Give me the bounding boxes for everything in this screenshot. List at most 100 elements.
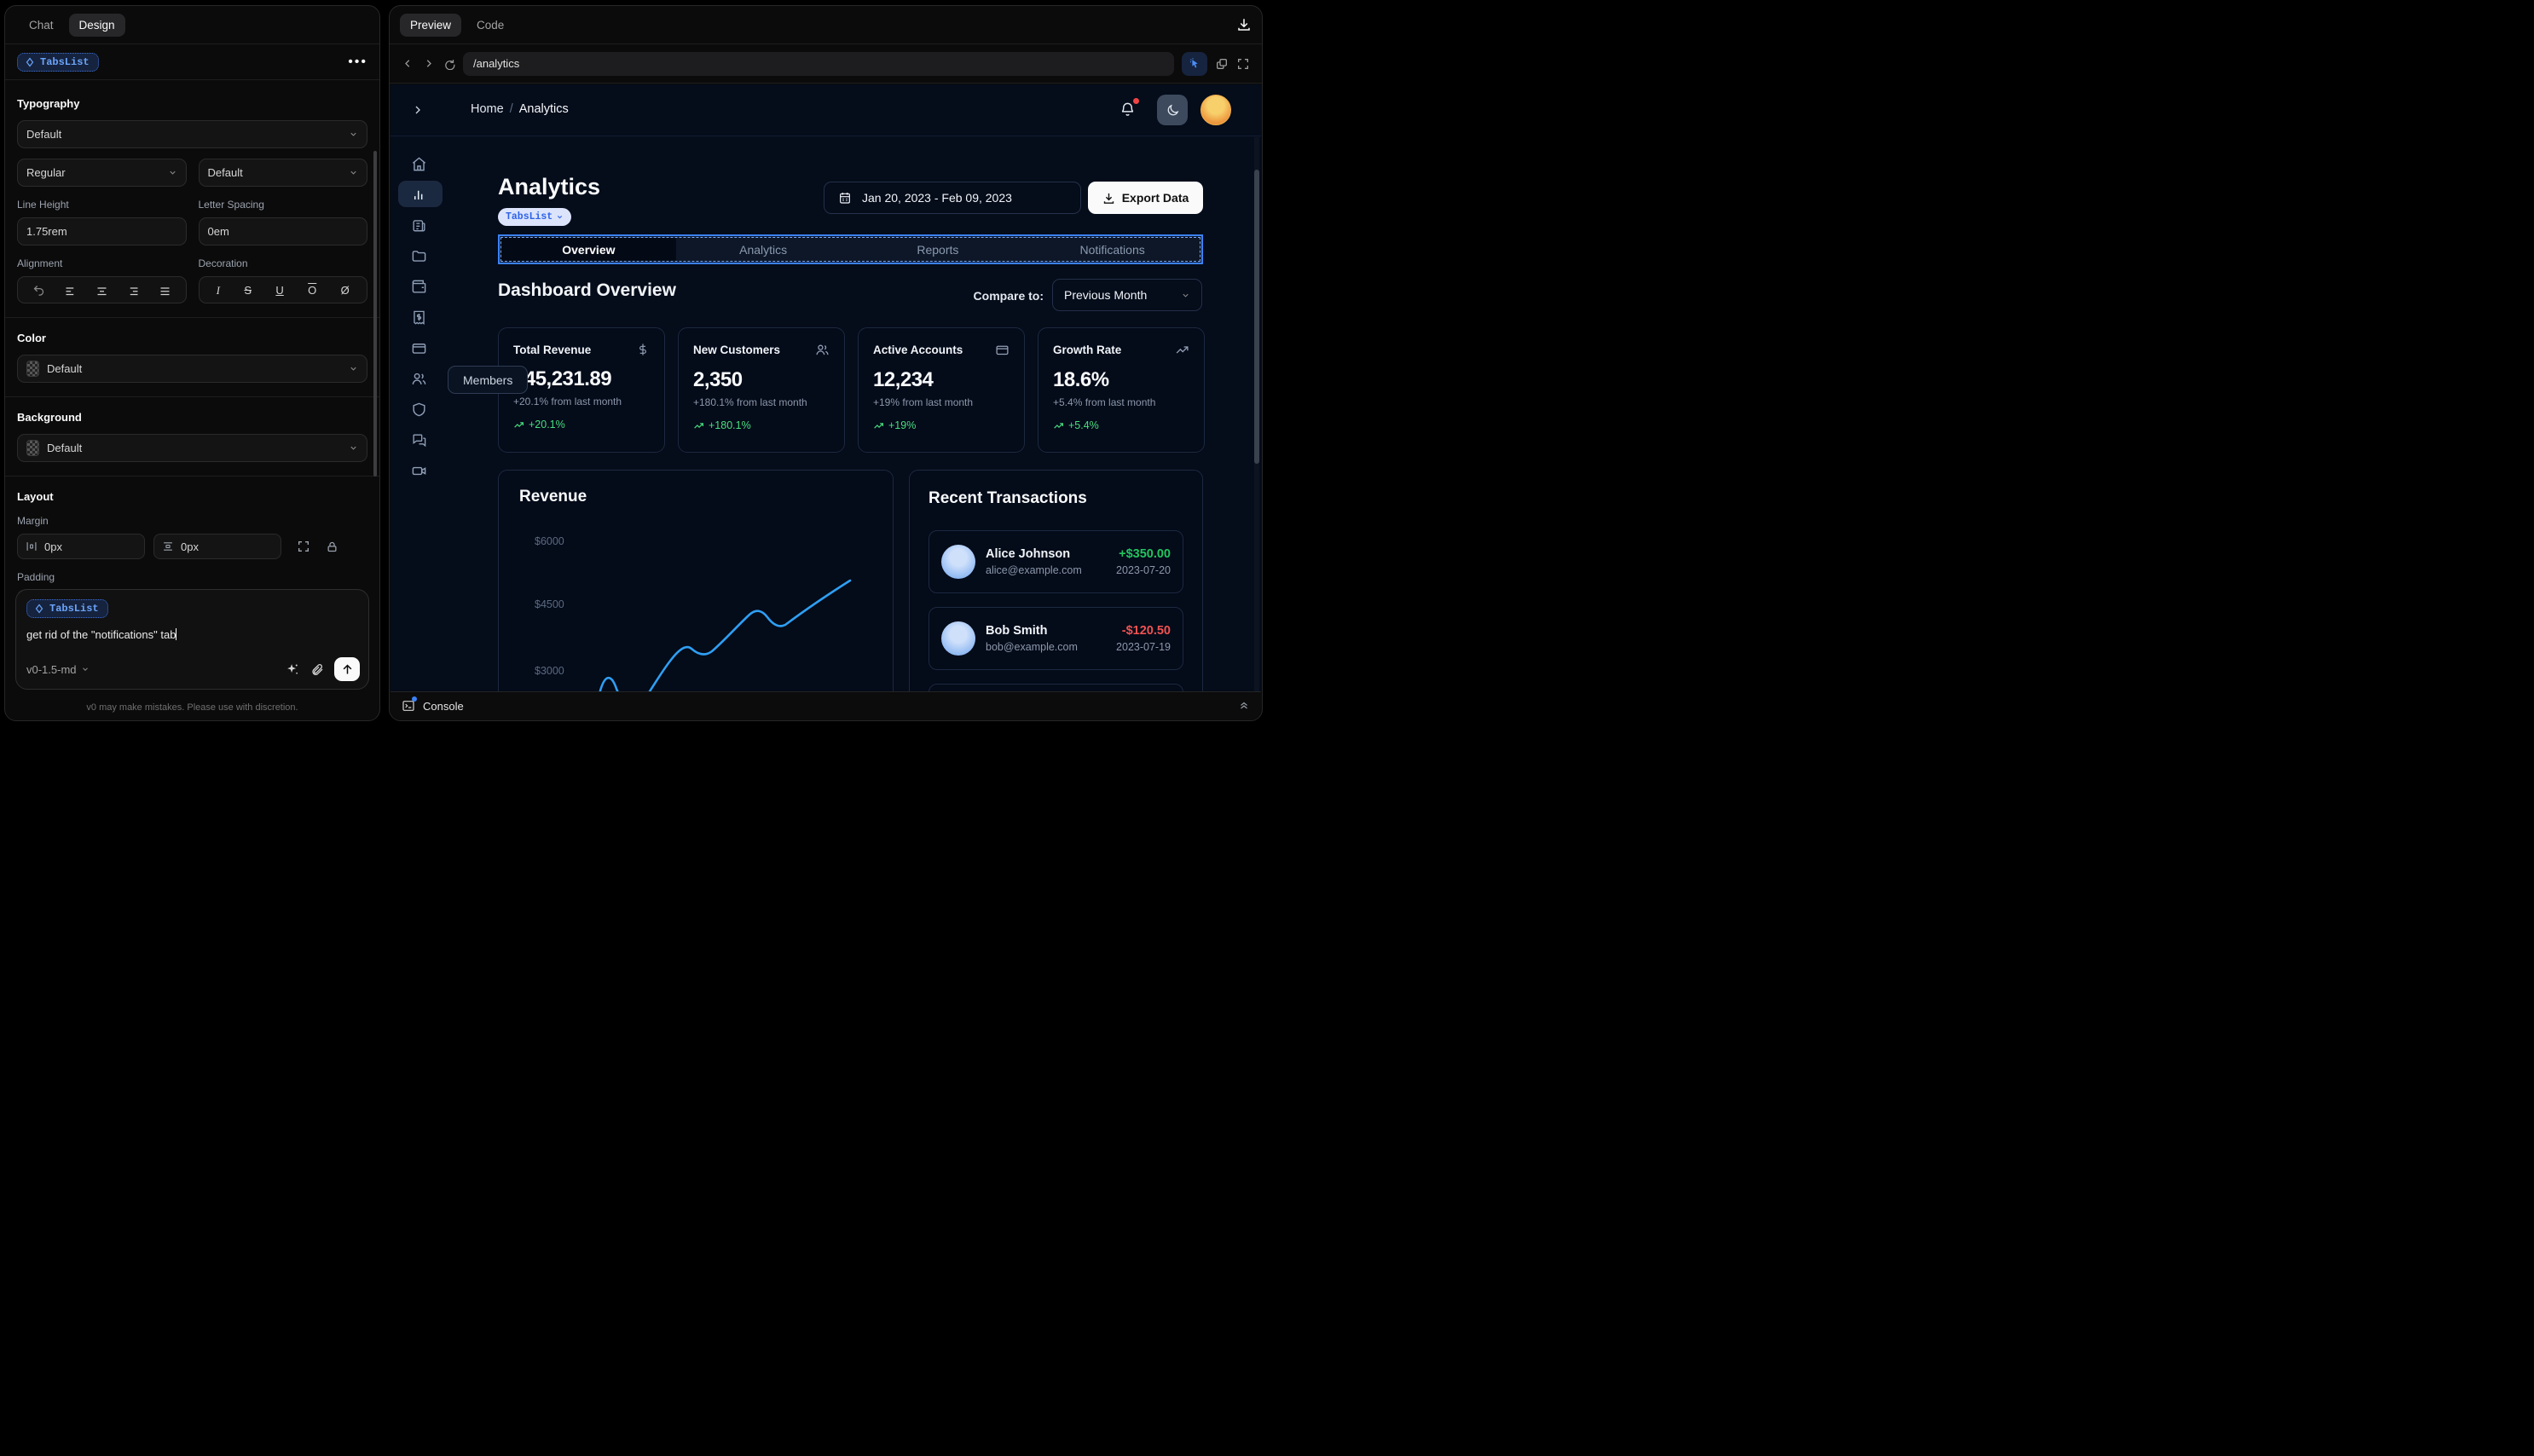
component-badge[interactable]: TabsList	[26, 599, 108, 618]
download-icon	[1103, 193, 1114, 204]
margin-y-input[interactable]: 0px	[153, 534, 281, 559]
copy-icon[interactable]	[1215, 57, 1229, 71]
messages-icon[interactable]	[411, 432, 427, 448]
prompt-input[interactable]: get rid of the "notifications" tab	[26, 628, 177, 641]
pointer-icon	[1189, 58, 1198, 68]
letter-spacing-input[interactable]: 0em	[198, 217, 367, 246]
shield-icon[interactable]	[411, 402, 427, 418]
sidebar-toggle-icon[interactable]	[411, 103, 425, 117]
breadcrumb-current: Analytics	[518, 102, 569, 116]
font-family-select[interactable]: Default	[17, 120, 367, 148]
export-data-button[interactable]: Export Data	[1088, 182, 1203, 214]
tab-code[interactable]: Code	[477, 18, 505, 32]
url-input[interactable]: /analytics	[463, 51, 1174, 76]
italic-icon[interactable]: I	[216, 283, 221, 297]
paperclip-icon[interactable]	[310, 662, 324, 676]
wallet-icon[interactable]	[411, 279, 427, 295]
y-axis-label: $4500	[535, 598, 564, 610]
console-bar[interactable]: Console	[391, 691, 1261, 719]
align-center-icon[interactable]	[95, 284, 108, 297]
folder-icon[interactable]	[411, 248, 427, 264]
calendar-icon	[840, 193, 850, 204]
forward-icon[interactable]	[422, 57, 435, 70]
compare-label: Compare to:	[973, 289, 1044, 303]
notifications-bell-button[interactable]	[1119, 98, 1139, 118]
credit-card-icon[interactable]	[411, 340, 427, 356]
expand-icon[interactable]	[297, 540, 310, 553]
terminal-icon	[402, 696, 417, 713]
avatar	[941, 621, 975, 656]
align-left-icon[interactable]	[64, 284, 77, 297]
fullscreen-icon[interactable]	[1236, 57, 1250, 71]
decoration-toolbar: I S U O Ø	[198, 276, 367, 303]
tab-chat[interactable]: Chat	[29, 18, 54, 32]
font-weight-select[interactable]: Regular	[17, 159, 187, 187]
letter-spacing-label: Letter Spacing	[198, 199, 264, 211]
prompt-composer[interactable]: TabsList get rid of the "notifications" …	[15, 589, 369, 690]
tab-notifications[interactable]: Notifications	[1079, 242, 1145, 257]
chevrons-up-icon[interactable]	[1238, 700, 1250, 712]
browser-toolbar: /analytics	[390, 44, 1262, 84]
revenue-chart-title: Revenue	[519, 488, 587, 506]
breadcrumb: Home / Analytics	[471, 102, 569, 116]
color-select[interactable]: Default	[17, 355, 367, 383]
panel-scrollbar[interactable]	[373, 151, 377, 477]
date-range-button[interactable]: Jan 20, 2023 - Feb 09, 2023	[824, 182, 1081, 214]
alignment-label: Alignment	[17, 257, 63, 269]
undo-icon[interactable]	[32, 284, 45, 297]
chevron-down-icon	[558, 215, 563, 219]
tab-overview[interactable]: Overview	[501, 238, 676, 261]
users-icon[interactable]	[411, 371, 427, 387]
underline-icon[interactable]: U	[275, 283, 284, 297]
chevron-down-icon	[1183, 293, 1189, 298]
preview-scrollbar-thumb[interactable]	[1254, 170, 1259, 464]
stat-card-active-accounts: Active Accounts 12,234 +19% from last mo…	[858, 327, 1025, 453]
video-icon[interactable]	[411, 463, 427, 479]
more-icon[interactable]: •••	[348, 54, 367, 69]
margin-vertical-icon	[164, 542, 172, 551]
user-avatar[interactable]	[1200, 95, 1231, 125]
model-select[interactable]: v0-1.5-md	[26, 663, 90, 676]
background-select[interactable]: Default	[17, 434, 367, 462]
color-section-label: Color	[17, 332, 46, 344]
tab-analytics[interactable]: Analytics	[739, 242, 788, 257]
receipt-icon[interactable]	[411, 309, 427, 326]
transparent-swatch-icon	[26, 440, 39, 456]
tab-design[interactable]: Design	[68, 13, 125, 37]
tab-preview[interactable]: Preview	[400, 13, 462, 37]
component-badge[interactable]: TabsList	[17, 52, 99, 72]
back-icon[interactable]	[402, 57, 414, 70]
theme-toggle-button[interactable]	[1157, 95, 1188, 125]
margin-x-input[interactable]: 0px	[17, 534, 145, 559]
design-panel: Chat Design TabsList ••• Typography Defa…	[4, 5, 380, 721]
align-right-icon[interactable]	[127, 284, 140, 297]
disclaimer-text: v0 may make mistakes. Please use with di…	[86, 702, 298, 713]
font-size-select[interactable]: Default	[198, 159, 367, 187]
arrow-up-icon	[343, 663, 351, 673]
alignment-toolbar	[17, 276, 187, 303]
chevron-down-icon	[350, 367, 356, 371]
typography-section-label: Typography	[17, 97, 80, 110]
newspaper-icon[interactable]	[411, 217, 427, 234]
tab-reports[interactable]: Reports	[917, 242, 959, 257]
line-height-input[interactable]: 1.75rem	[17, 217, 187, 246]
refresh-icon[interactable]	[443, 57, 455, 70]
align-justify-icon[interactable]	[159, 284, 171, 297]
sparkles-icon[interactable]	[286, 662, 300, 677]
home-icon[interactable]	[411, 156, 427, 172]
inspect-cursor-button[interactable]	[1182, 51, 1207, 76]
stat-card-growth-rate: Growth Rate 18.6% +5.4% from last month …	[1038, 327, 1205, 453]
breadcrumb-home[interactable]: Home	[471, 102, 504, 116]
compare-select[interactable]: Previous Month	[1052, 279, 1202, 311]
strikethrough-icon[interactable]: S	[244, 283, 252, 297]
lock-icon[interactable]	[326, 540, 338, 553]
sidebar-tooltip: Members	[448, 366, 529, 394]
selected-component-row: TabsList •••	[5, 44, 379, 80]
bar-chart-icon[interactable]	[411, 187, 427, 203]
avatar	[941, 545, 975, 579]
selected-component-pill[interactable]: TabsList	[498, 208, 572, 226]
overline-icon[interactable]: O	[308, 283, 317, 297]
send-button[interactable]	[334, 657, 360, 681]
no-decoration-icon[interactable]: Ø	[340, 283, 350, 297]
download-icon[interactable]	[1236, 17, 1252, 32]
